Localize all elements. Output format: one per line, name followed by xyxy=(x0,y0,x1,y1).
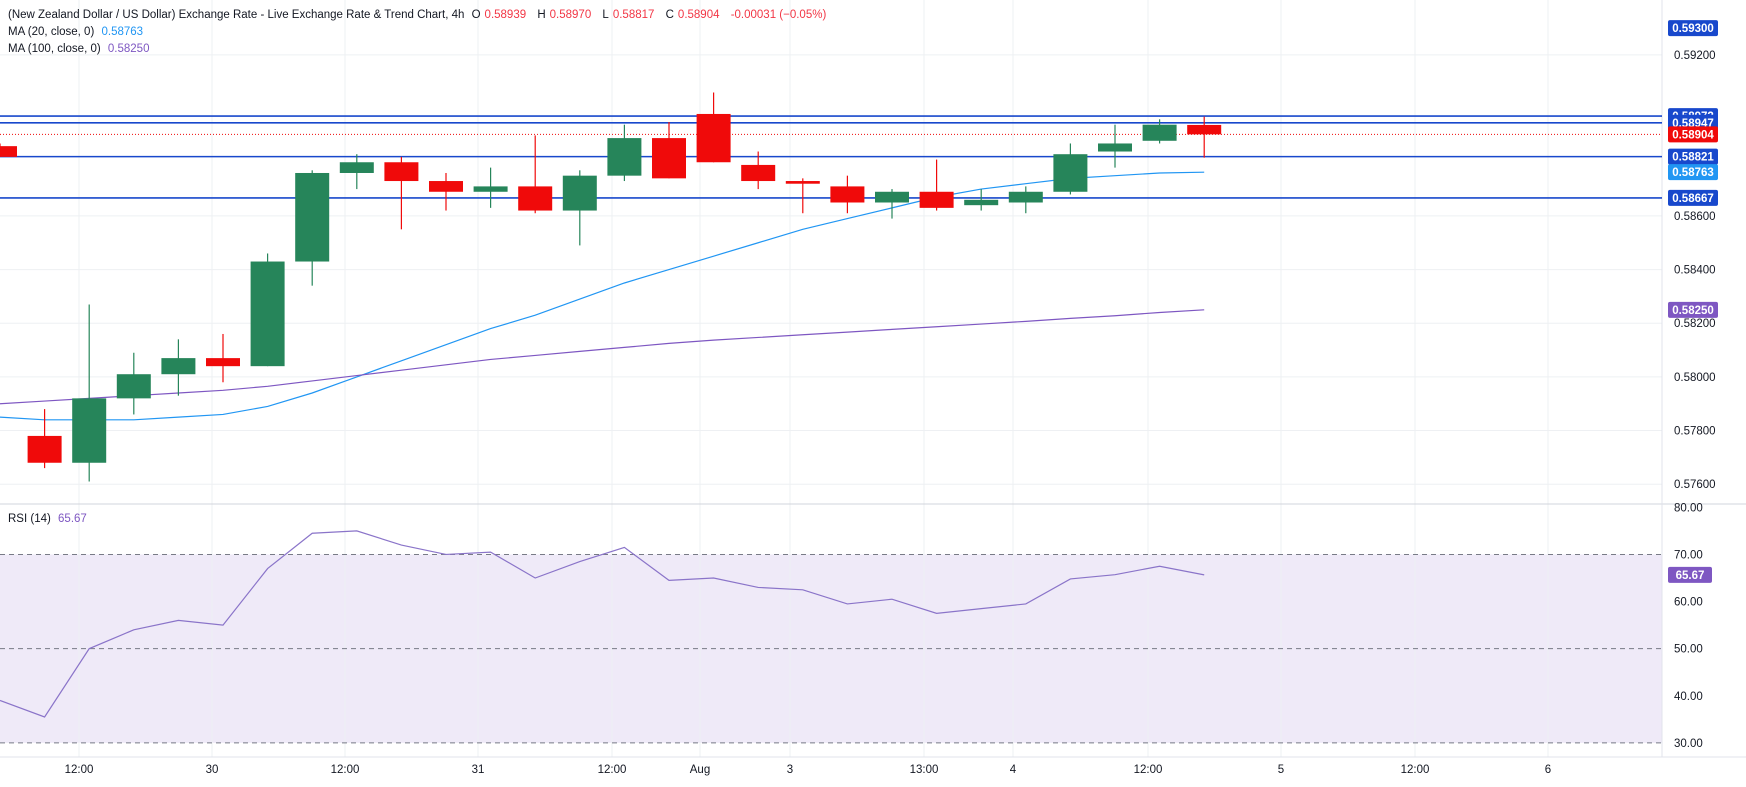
candle-body xyxy=(741,164,776,182)
low-label: L xyxy=(602,9,609,21)
rsi-label: RSI (14) xyxy=(8,513,51,525)
price-label-box xyxy=(1668,126,1718,143)
candle-body xyxy=(964,199,999,206)
chart-title: (New Zealand Dollar / US Dollar) Exchang… xyxy=(8,9,465,21)
x-tick-label: Aug xyxy=(690,764,710,776)
candle-body xyxy=(250,261,285,367)
ma100-label: MA (100, close, 0) xyxy=(8,43,101,55)
y-tick-label: 0.58200 xyxy=(1674,318,1716,330)
ohlc-low: L 0.58817 xyxy=(602,9,658,21)
candle-body xyxy=(473,186,508,192)
x-tick-label: 12:00 xyxy=(598,764,627,776)
candle-body xyxy=(607,138,642,176)
rsi-value: 65.67 xyxy=(58,513,87,525)
candle-body xyxy=(562,175,597,211)
ma100-legend[interactable]: MA (100, close, 0) 0.58250 xyxy=(8,43,153,55)
x-tick-label: 12:00 xyxy=(331,764,360,776)
ma20-line xyxy=(0,171,1205,421)
price-label-text: 0.59300 xyxy=(1672,23,1714,35)
rsi-y-tick-label: 70.00 xyxy=(1674,549,1703,561)
y-tick-label: 0.58400 xyxy=(1674,265,1716,277)
price-label-text: 0.58821 xyxy=(1672,152,1714,164)
open-label: O xyxy=(471,9,481,21)
rsi-value-label: 65.67 xyxy=(1676,570,1705,582)
rsi-y-tick-label: 80.00 xyxy=(1674,502,1703,514)
rsi-value-box xyxy=(1668,566,1712,583)
x-tick-label: 3 xyxy=(787,764,793,776)
ohlc-close: C 0.58904 xyxy=(666,9,724,21)
candle-body xyxy=(1053,154,1088,192)
price-label-box xyxy=(1668,164,1718,181)
y-tick-label: 0.58000 xyxy=(1674,372,1716,384)
candle-body xyxy=(518,186,553,211)
candle-body xyxy=(72,398,107,463)
x-tick-label: 13:00 xyxy=(910,764,939,776)
rsi-y-tick-label: 30.00 xyxy=(1674,738,1703,750)
rsi-y-tick-label: 40.00 xyxy=(1674,691,1703,703)
candle-body xyxy=(875,191,909,203)
x-tick-label: 5 xyxy=(1278,764,1284,776)
rsi-y-tick-label: 60.00 xyxy=(1674,597,1703,609)
ma100-value: 0.58250 xyxy=(107,43,150,55)
price-label-text: 0.58904 xyxy=(1672,129,1714,141)
high-value: 0.58970 xyxy=(549,9,592,21)
y-tick-label: 0.59200 xyxy=(1674,50,1716,62)
close-label: C xyxy=(665,9,674,21)
x-tick-label: 12:00 xyxy=(1134,764,1163,776)
candle-body xyxy=(830,186,865,203)
x-tick-label: 12:00 xyxy=(1401,764,1430,776)
x-tick-label: 31 xyxy=(472,764,485,776)
price-label-text: 0.58763 xyxy=(1672,167,1714,179)
candle-body xyxy=(1008,191,1043,203)
y-tick-label: 0.57800 xyxy=(1674,426,1716,438)
candle-body xyxy=(384,162,419,182)
x-tick-label: 6 xyxy=(1545,764,1551,776)
candle-body xyxy=(1098,143,1132,152)
y-tick-label: 0.58600 xyxy=(1674,211,1716,223)
rsi-y-tick-label: 50.00 xyxy=(1674,644,1703,656)
rsi-line xyxy=(0,530,1205,718)
y-tick-label: 0.57600 xyxy=(1674,479,1716,491)
rsi-legend[interactable]: RSI (14) 65.67 xyxy=(8,513,91,525)
open-value: 0.58939 xyxy=(484,9,527,21)
candle-body xyxy=(295,172,330,262)
ohlc-open: O 0.58939 xyxy=(472,9,531,21)
candle-body xyxy=(429,181,463,192)
price-label-box xyxy=(1668,20,1718,37)
x-tick-label: 30 xyxy=(206,764,219,776)
ma100-line xyxy=(0,309,1205,405)
x-tick-label: 4 xyxy=(1010,764,1017,776)
price-label-box xyxy=(1668,301,1718,318)
change-value: -0.00031 (−0.05%) xyxy=(730,9,827,21)
ma20-value: 0.58763 xyxy=(101,26,144,38)
candle-body xyxy=(27,435,62,463)
close-value: 0.58904 xyxy=(677,9,720,21)
legend-title-row: (New Zealand Dollar / US Dollar) Exchang… xyxy=(8,9,830,21)
candle-body xyxy=(785,181,820,184)
price-label-box xyxy=(1668,148,1718,165)
candle-body xyxy=(339,162,374,173)
candle-body xyxy=(206,358,240,367)
candle-body xyxy=(0,146,17,157)
ohlc-high: H 0.58970 xyxy=(537,9,595,21)
candle-body xyxy=(652,138,686,179)
x-tick-label: 12:00 xyxy=(65,764,94,776)
candle-body xyxy=(919,191,954,208)
candle-body xyxy=(1142,124,1177,141)
price-label-box xyxy=(1668,189,1718,206)
candle-body xyxy=(116,374,151,399)
price-label-text: 0.58250 xyxy=(1672,305,1714,317)
ma20-legend[interactable]: MA (20, close, 0) 0.58763 xyxy=(8,26,147,38)
ma20-label: MA (20, close, 0) xyxy=(8,26,95,38)
candle-body xyxy=(161,358,196,375)
low-value: 0.58817 xyxy=(612,9,655,21)
candle-body xyxy=(1187,124,1222,135)
candle-body xyxy=(696,113,731,163)
price-label-text: 0.58667 xyxy=(1672,193,1714,205)
high-label: H xyxy=(537,9,546,21)
